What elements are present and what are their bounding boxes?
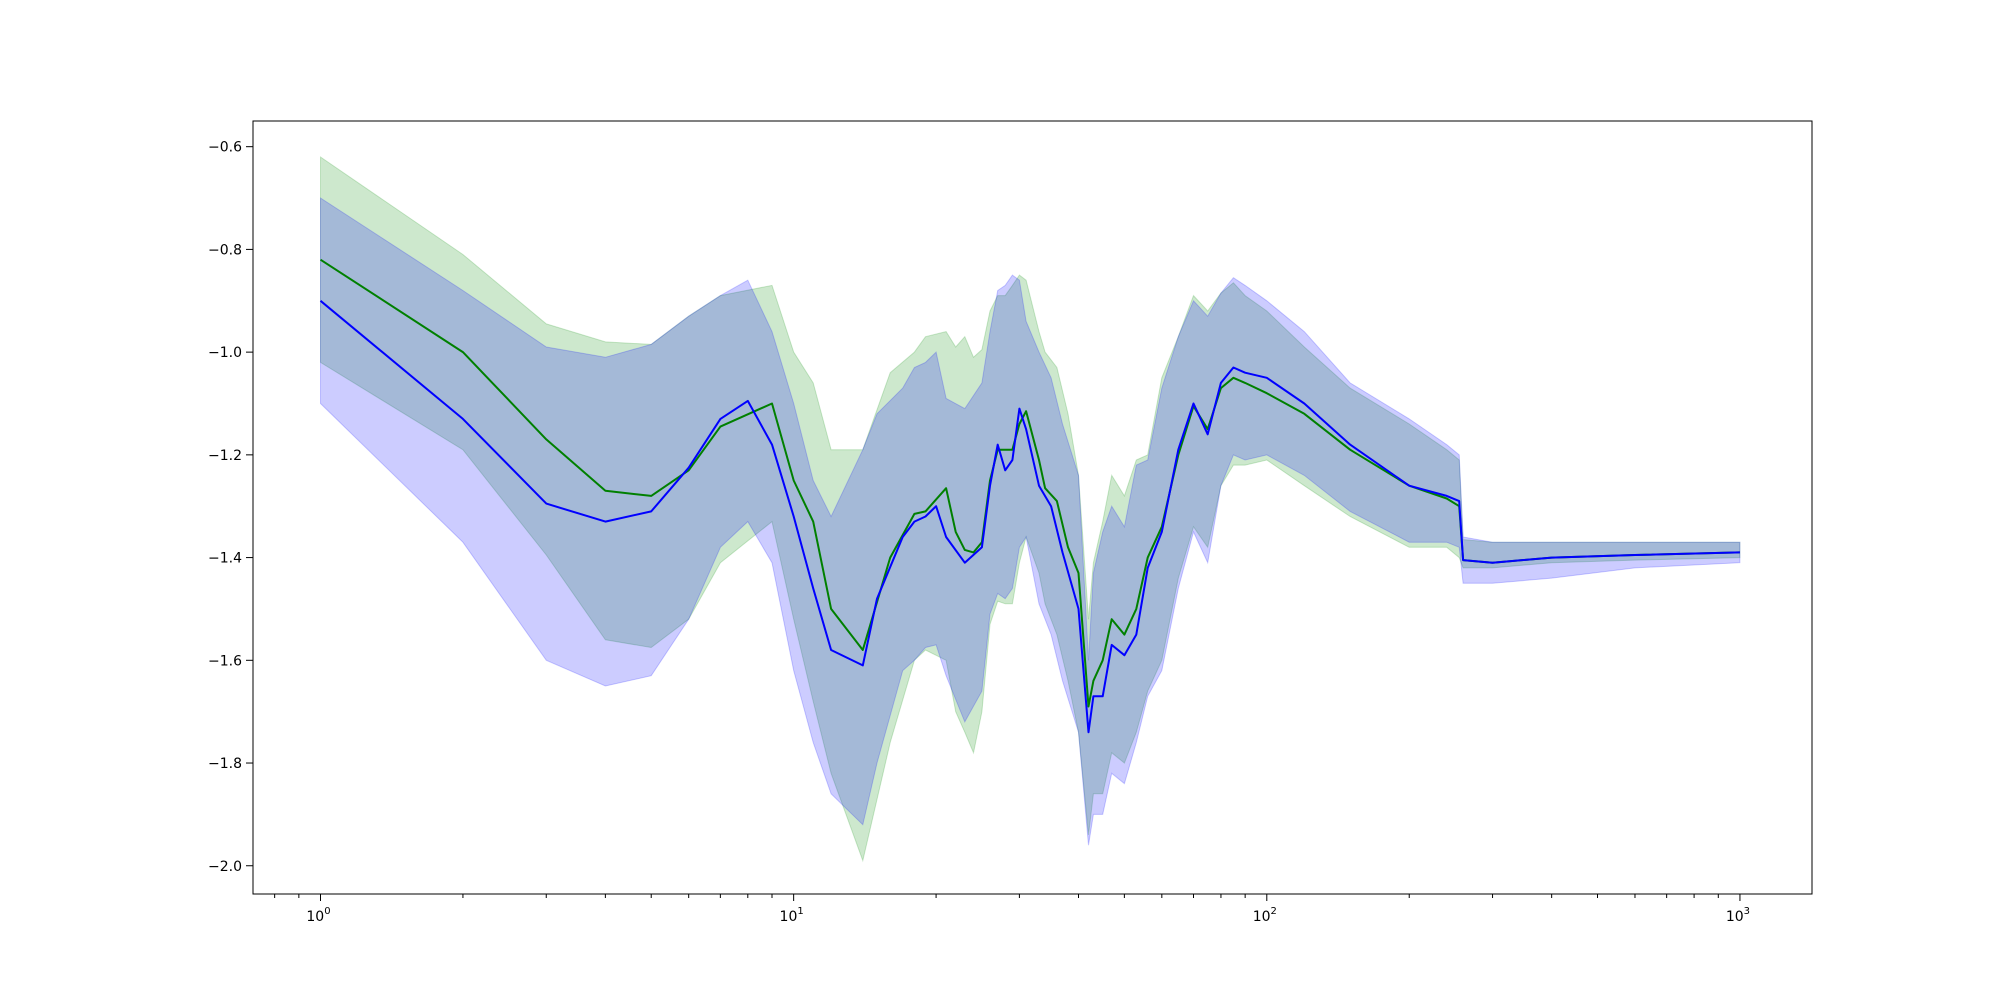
y-tick-label: −1.8 [208,756,242,772]
y-tick-label: −1.4 [208,551,242,567]
confidence-bands [320,156,1741,863]
series-2-band [320,197,1741,846]
x-axis: 100 101 102 103 [274,894,1750,925]
y-axis: −0.6 −0.8 −1.0 −1.2 −1.4 −1.6 −1.8 −2.0 [208,140,253,875]
y-tick-label: −1.0 [208,345,242,361]
y-tick-label: −1.2 [208,448,242,464]
x-tick-label: 103 [1726,906,1750,925]
series-2-line [319,300,1740,734]
x-tick-label: 102 [1253,906,1277,925]
x-tick-label: 100 [306,906,330,925]
y-tick-label: −0.8 [208,242,242,258]
series-1-line [319,258,1740,708]
y-tick-label: −1.6 [208,653,242,669]
plot-frame [252,120,1813,895]
y-tick-label: −2.0 [208,859,242,875]
series-lines [319,258,1740,734]
series-1-band [320,156,1741,863]
y-tick-label: −0.6 [208,140,242,156]
x-tick-label: 101 [780,906,804,925]
